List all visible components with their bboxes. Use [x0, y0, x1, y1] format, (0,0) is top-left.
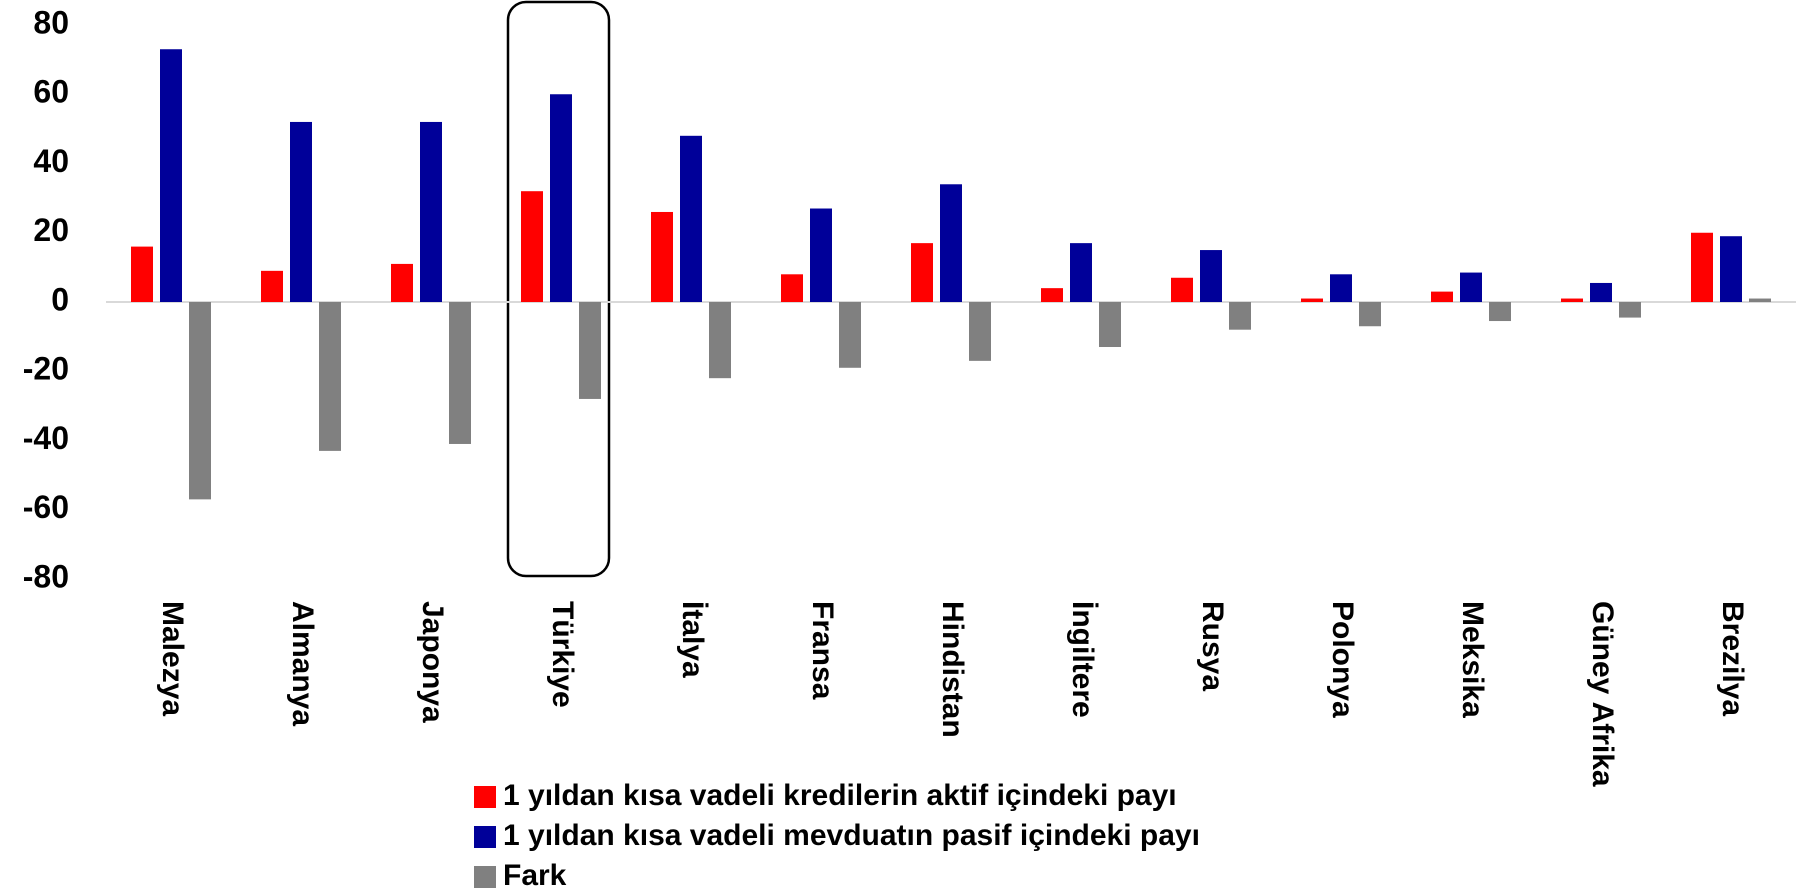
bar: [1590, 282, 1612, 302]
legend-swatch: [474, 786, 496, 808]
bar: [131, 246, 153, 302]
x-tick-label: İngiltere: [1066, 601, 1099, 718]
x-tick-label: Meksika: [1456, 601, 1489, 718]
bar: [550, 94, 572, 302]
bar: [1720, 236, 1742, 302]
legend-label: Fark: [503, 859, 567, 892]
bar: [911, 243, 933, 302]
bar: [1041, 288, 1063, 302]
bar: [1561, 298, 1583, 302]
bar: [969, 302, 991, 361]
bar: [1171, 277, 1193, 302]
bar: [261, 270, 283, 302]
bar: [1691, 232, 1713, 302]
x-tick-label: İtalya: [676, 601, 709, 678]
x-tick-label: Türkiye: [546, 601, 579, 708]
bar: [579, 302, 601, 399]
bar: [810, 208, 832, 302]
bar: [420, 121, 442, 302]
y-tick-label: -20: [23, 351, 69, 387]
bar: [1359, 302, 1381, 327]
bar: [651, 211, 673, 302]
bar: [1460, 272, 1482, 302]
bar: [1070, 243, 1092, 302]
x-tick-label: Almanya: [286, 601, 319, 726]
bar: [1301, 298, 1323, 302]
y-tick-label: 0: [51, 281, 69, 317]
bar: [709, 302, 731, 379]
legend-swatch: [474, 866, 496, 888]
x-tick-label: Japonya: [416, 601, 449, 723]
bar: [1489, 302, 1511, 322]
bar: [319, 302, 341, 451]
x-tick-label: Rusya: [1196, 601, 1229, 691]
y-tick-label: 80: [33, 4, 69, 40]
bar: [1431, 291, 1453, 302]
x-tick-label: Fransa: [806, 601, 839, 700]
bar: [1749, 298, 1771, 302]
bar: [1229, 302, 1251, 330]
bar: [449, 302, 471, 444]
bar: [521, 191, 543, 302]
x-tick-label: Malezya: [156, 601, 189, 716]
y-tick-label: -80: [23, 558, 69, 594]
legend-swatch: [474, 826, 496, 848]
x-tick-label: Polonya: [1326, 601, 1359, 718]
bar: [839, 302, 861, 368]
y-tick-label: 40: [33, 143, 69, 179]
highlight-box: [506, 0, 611, 578]
bar: [680, 135, 702, 302]
legend-label: 1 yıldan kısa vadeli mevduatın pasif içi…: [503, 819, 1200, 852]
x-tick-label: Güney Afrika: [1586, 601, 1619, 787]
bar: [1619, 302, 1641, 318]
legend-label: 1 yıldan kısa vadeli kredilerin aktif iç…: [503, 779, 1177, 812]
bar: [1330, 274, 1352, 302]
bar: [160, 49, 182, 302]
y-tick-label: -60: [23, 489, 69, 525]
bar: [1099, 302, 1121, 348]
bar: [290, 121, 312, 302]
x-tick-label: Brezilya: [1716, 601, 1749, 716]
bar: [1200, 250, 1222, 302]
y-tick-label: -40: [23, 420, 69, 456]
bar: [781, 274, 803, 302]
x-tick-label: Hindistan: [936, 601, 969, 738]
bar: [940, 184, 962, 302]
y-tick-label: 20: [33, 212, 69, 248]
y-tick-label: 60: [33, 74, 69, 110]
bar: [391, 263, 413, 302]
bar: [189, 302, 211, 500]
